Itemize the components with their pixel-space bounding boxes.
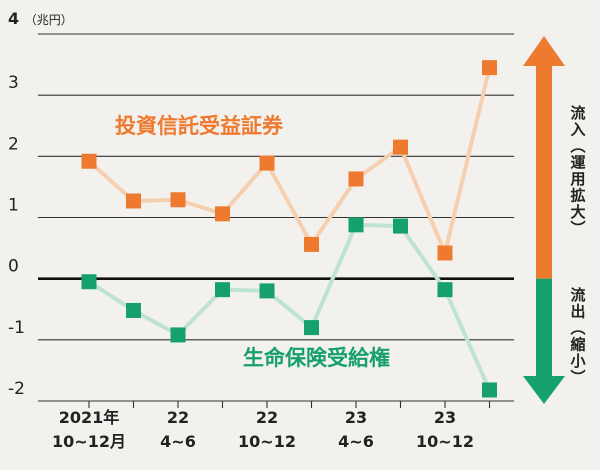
data-point	[348, 171, 364, 187]
y-tick-label: 0	[8, 257, 19, 277]
inflow-label-char: 用	[570, 170, 585, 188]
y-tick-label: -2	[8, 379, 25, 399]
data-point	[81, 153, 97, 169]
data-point	[215, 206, 230, 222]
data-point	[126, 302, 141, 318]
y-axis-ticks: -2 -1 0 1 2 3	[8, 73, 25, 399]
side-indicator: 流入︵運用拡大︶流出︵縮小︶	[523, 36, 586, 404]
x-tick-label-line2: 10~12	[416, 432, 474, 451]
x-tick-label-line2: 10~12月	[52, 432, 126, 451]
x-tick-label-line1: 2021年	[59, 408, 120, 427]
outflow-label-char: 小	[570, 352, 585, 370]
outflow-label-char: ︵	[569, 319, 585, 337]
inflow-label-char: 流	[570, 104, 585, 122]
y-tick-label: 2	[8, 134, 19, 154]
data-point	[304, 320, 319, 336]
outflow-label-char: 流	[570, 286, 585, 304]
data-point	[482, 382, 497, 398]
data-point	[304, 236, 319, 252]
x-axis-ticks: 2021年 10~12月 22 4~6 22 10~12 23 4~6 23 10~12	[52, 408, 474, 451]
inflow-label-char: 大	[570, 203, 585, 221]
inflow-label-char: ︵	[569, 137, 585, 155]
y-axis-title: 4 （兆円）	[8, 9, 73, 28]
series-line-1	[87, 222, 492, 391]
data-point	[170, 327, 186, 343]
grid	[38, 33, 514, 408]
data-point	[170, 192, 186, 208]
inflow-label-char: 運	[570, 154, 586, 172]
x-tick-label-line2: 10~12	[238, 432, 296, 451]
y-axis-max-label: 4	[8, 9, 19, 28]
y-tick-label: -1	[8, 318, 25, 338]
data-point	[437, 245, 453, 261]
data-point	[126, 193, 141, 209]
data-point	[259, 283, 275, 299]
series-label-life-insurance: 生命保険受給権	[243, 346, 390, 370]
y-axis-unit: （兆円）	[25, 13, 73, 27]
series-line-0	[87, 67, 492, 255]
outflow-arrow	[523, 278, 565, 404]
y-tick-label: 1	[8, 196, 19, 216]
outflow-label-char: 縮	[570, 336, 585, 354]
data-point	[215, 282, 230, 298]
data-point	[437, 282, 453, 298]
y-tick-label: 3	[8, 73, 19, 93]
outflow-label: 流出︵縮小︶	[569, 286, 585, 387]
inflow-label-char: 拡	[570, 187, 585, 205]
inflow-arrow	[523, 36, 565, 279]
x-tick-label-line2: 4~6	[160, 432, 196, 451]
x-tick-label-line1: 22	[256, 408, 278, 427]
inflow-label-char: ︶	[569, 220, 585, 238]
x-tick-label-line1: 23	[345, 408, 367, 427]
outflow-label-char: ︶	[569, 369, 585, 387]
inflow-label: 流入︵運用拡大︶	[569, 104, 586, 238]
series-label-investment-trust: 投資信託受益証券	[115, 114, 284, 138]
outflow-label-char: 出	[570, 303, 585, 321]
data-point	[393, 218, 408, 234]
data-point	[81, 274, 97, 290]
data-point	[393, 139, 408, 155]
series-layer	[81, 60, 497, 398]
data-point	[259, 155, 275, 171]
x-tick-label-line1: 23	[434, 408, 456, 427]
x-tick-label-line1: 22	[167, 408, 189, 427]
data-point	[348, 217, 364, 233]
inflow-label-char: 入	[570, 121, 585, 139]
data-point	[482, 60, 497, 76]
x-tick-label-line2: 4~6	[338, 432, 374, 451]
